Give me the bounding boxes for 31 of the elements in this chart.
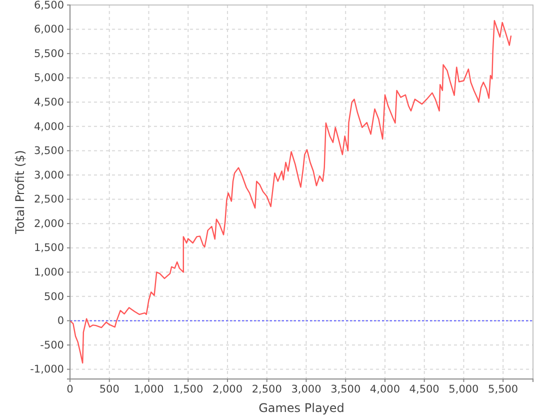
x-tick-label: 5,500 bbox=[488, 383, 518, 396]
y-tick-label: 2,000 bbox=[34, 218, 64, 230]
y-tick-label: 0 bbox=[57, 315, 64, 328]
y-tick-label: 2,500 bbox=[34, 194, 64, 206]
y-tick-label: 5,000 bbox=[34, 72, 64, 84]
y-tick-label: 4,500 bbox=[34, 96, 64, 109]
y-tick-label: 1,000 bbox=[34, 266, 64, 279]
y-tick-label: 6,500 bbox=[34, 0, 64, 12]
line-series bbox=[69, 20, 512, 364]
y-tick-label: 4,000 bbox=[34, 120, 64, 133]
y-axis-title: Total Profit ($) bbox=[13, 150, 27, 235]
x-tick-label: 1,500 bbox=[173, 383, 204, 396]
y-tick-label: 3,000 bbox=[34, 169, 64, 182]
y-tick-label: 3,500 bbox=[34, 145, 64, 158]
x-tick-label: 3,500 bbox=[330, 383, 361, 396]
y-tick-label: -1,000 bbox=[30, 364, 64, 376]
x-tick-label: 3,000 bbox=[291, 383, 322, 396]
x-tick-label: 2,500 bbox=[252, 383, 282, 396]
x-axis-title: Games Played bbox=[258, 401, 344, 415]
x-tick-label: 4,000 bbox=[370, 383, 400, 396]
x-tick-label: 5,000 bbox=[448, 383, 479, 396]
y-tick-label: -500 bbox=[40, 339, 64, 352]
x-tick-label: 500 bbox=[99, 383, 120, 396]
x-tick-label: 4,500 bbox=[409, 383, 440, 396]
y-tick-label: 6,000 bbox=[34, 24, 64, 36]
x-tick-label: 2,000 bbox=[212, 383, 243, 396]
x-tick-label: 0 bbox=[66, 383, 74, 396]
x-tick-label: 1,000 bbox=[134, 383, 164, 396]
y-tick-label: 1,500 bbox=[34, 242, 64, 254]
y-tick-label: 5,500 bbox=[34, 48, 64, 60]
y-tick-label: 500 bbox=[44, 290, 64, 303]
